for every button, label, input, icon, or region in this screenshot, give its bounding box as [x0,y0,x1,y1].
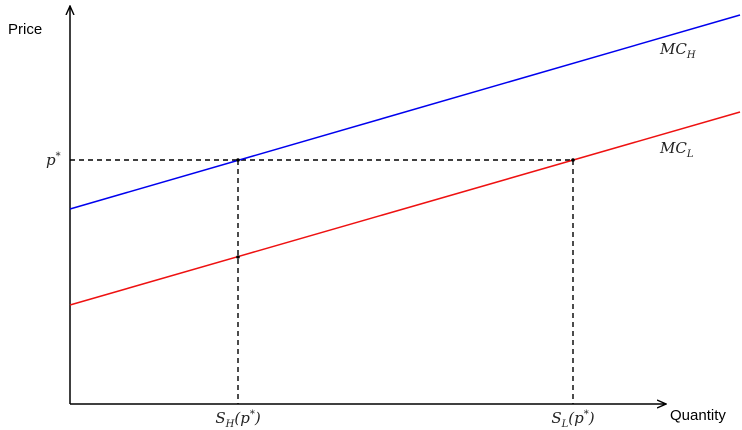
curve-label: MCL [659,139,694,160]
mc-low-line [69,111,741,306]
quantity-label: SL(p*) [551,409,594,430]
curve-label: MCH [659,40,696,61]
y-axis-label: Price [8,21,42,38]
intersection-dot [236,255,240,259]
price-label: p* [46,151,61,169]
quantity-label: SH(p*) [215,409,260,430]
intersection-dot [236,158,240,162]
mc-high-line [69,14,741,210]
x-axis-label: Quantity [670,407,726,424]
intersection-dot [571,158,575,162]
